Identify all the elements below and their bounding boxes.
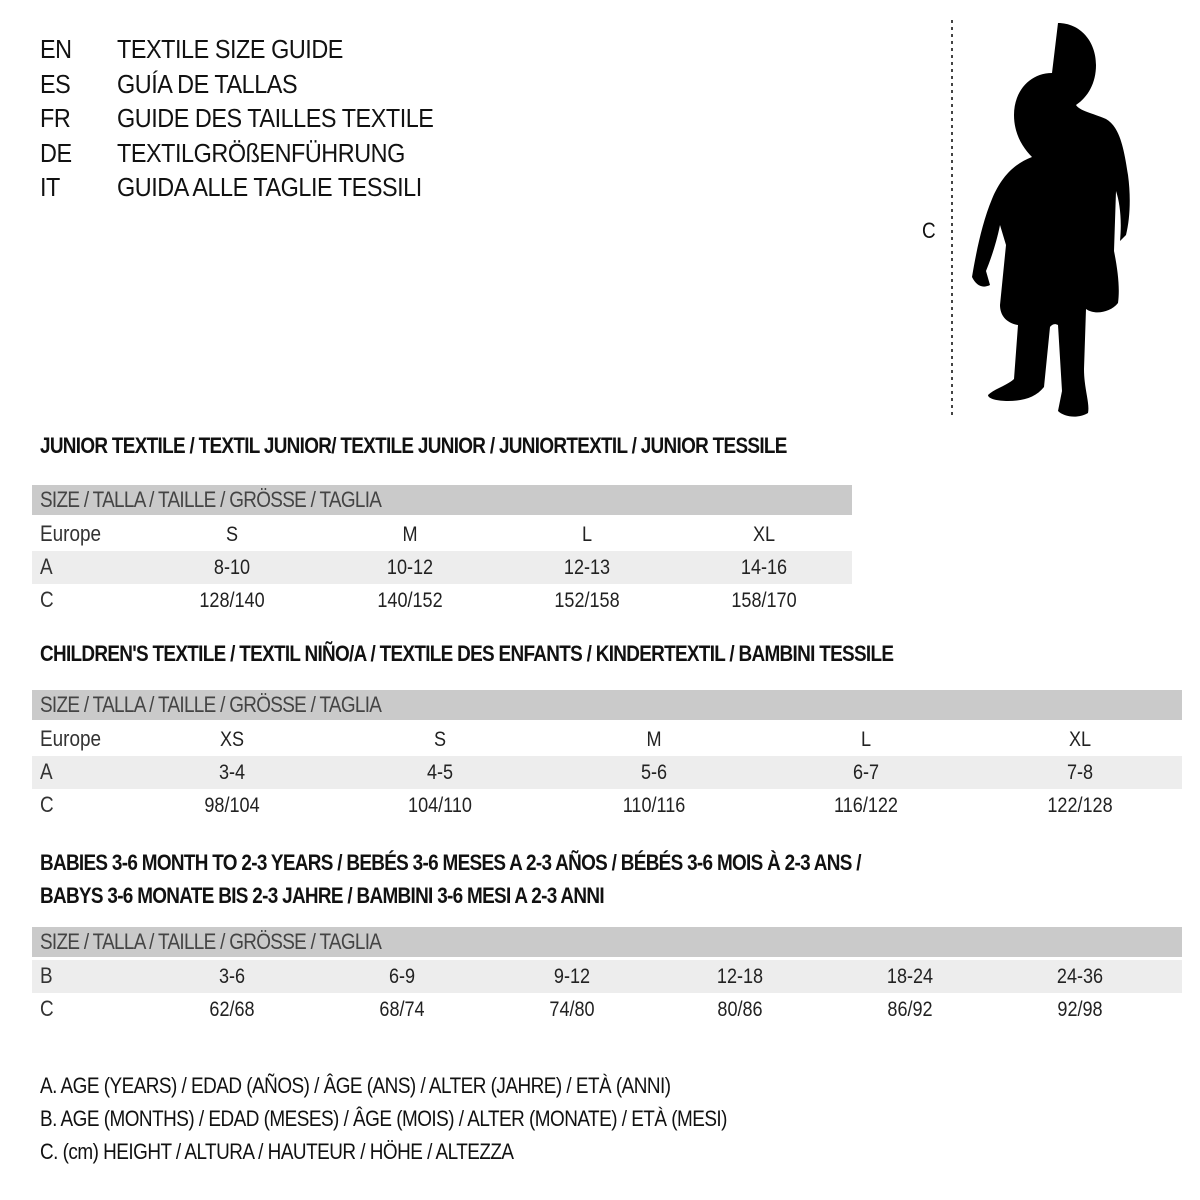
table-cell: 86/92 [887,998,933,1021]
table-cell: 140/152 [377,589,443,612]
legend-b: B. AGE (MONTHS) / EDAD (MESES) / ÂGE (MO… [40,1106,727,1131]
height-measure-label: C [922,218,936,243]
table-row: A 3-4 4-5 5-6 6-7 7-8 [32,756,1182,789]
table-cell: M [402,523,418,546]
table-cell: XL [752,523,776,546]
guide-title: TEXTILGRÖßENFÜHRUNG [117,137,405,168]
table-cell: 158/170 [731,589,797,612]
size-header-row: SIZE / TALLA / TAILLE / GRÖSSE / TAGLIA [32,485,852,515]
table-cell: 116/122 [834,794,898,817]
table-cell: 18-24 [886,965,934,988]
table-cell: XS [219,728,245,751]
babies-title-line2: BABYS 3-6 MONATE BIS 2-3 JAHRE / BAMBINI… [40,883,605,908]
table-row: A 8-10 10-12 12-13 14-16 [32,551,852,584]
table-cell: 6-9 [388,965,416,988]
guide-title: GUÍA DE TALLAS [117,68,298,99]
table-row: Europe S M L XL [32,518,852,551]
legend-a: A. AGE (YEARS) / EDAD (AÑOS) / ÂGE (ANS)… [40,1073,671,1098]
row-label: Europe [40,521,102,546]
size-header: SIZE / TALLA / TAILLE / GRÖSSE / TAGLIA [40,487,382,512]
size-header-row: SIZE / TALLA / TAILLE / GRÖSSE / TAGLIA [32,927,1182,957]
children-size-table: SIZE / TALLA / TAILLE / GRÖSSE / TAGLIA E… [32,690,1182,822]
table-cell: 152/158 [554,589,620,612]
table-row: B 3-6 6-9 9-12 12-18 18-24 24-36 [32,960,1182,993]
lang-code: EN [40,34,72,64]
table-cell: 6-7 [852,761,880,784]
table-cell: 14-16 [740,556,788,579]
guide-title: GUIDA ALLE TAGLIE TESSILI [117,172,422,202]
table-cell: 68/74 [379,998,425,1021]
table-cell: 9-12 [553,965,591,988]
table-cell: S [225,523,239,546]
table-cell: XL [1068,728,1092,751]
table-cell: 3-6 [218,965,246,988]
lang-code: IT [40,172,60,202]
lang-code: DE [40,137,72,168]
table-cell: 4-5 [426,761,454,784]
row-label: A [40,759,53,784]
children-title: CHILDREN'S TEXTILE / TEXTIL NIÑO/A / TEX… [40,641,894,666]
row-label: C [40,587,54,612]
row-label: B [40,963,53,988]
row-label: C [40,996,54,1021]
size-header-row: SIZE / TALLA / TAILLE / GRÖSSE / TAGLIA [32,690,1182,720]
table-cell: 8-10 [213,556,251,579]
junior-size-table: SIZE / TALLA / TAILLE / GRÖSSE / TAGLIA E… [32,485,852,617]
size-header: SIZE / TALLA / TAILLE / GRÖSSE / TAGLIA [40,929,382,954]
junior-title: JUNIOR TEXTILE / TEXTIL JUNIOR/ TEXTILE … [40,433,787,458]
table-cell: 7-8 [1066,761,1094,784]
lang-code: ES [40,68,71,99]
table-row: C 128/140 140/152 152/158 158/170 [32,584,852,617]
table-cell: 128/140 [199,589,265,612]
table-cell: 5-6 [640,761,668,784]
table-row: Europe XS S M L XL [32,723,1182,756]
table-cell: S [433,728,447,751]
table-cell: 10-12 [386,556,434,579]
table-row: C 62/68 68/74 74/80 80/86 86/92 92/98 [32,993,1182,1026]
row-label: A [40,554,53,579]
table-cell: 122/128 [1047,794,1113,817]
babies-title-line1: BABIES 3-6 MONTH TO 2-3 YEARS / BEBÉS 3-… [40,850,862,875]
table-row: C 98/104 104/110 110/116 116/122 122/128 [32,789,1182,822]
table-cell: 24-36 [1056,965,1104,988]
table-cell: 110/116 [622,794,686,817]
table-cell: 62/68 [209,998,255,1021]
table-cell: 12-13 [563,556,611,579]
table-cell: L [581,523,593,546]
row-label: C [40,792,54,817]
lang-code: FR [40,103,71,133]
table-cell: M [646,728,662,751]
child-silhouette-icon [951,20,1130,417]
legend-c: C. (cm) HEIGHT / ALTURA / HAUTEUR / HÖHE… [40,1139,514,1164]
table-cell: 74/80 [549,998,595,1021]
table-cell: 80/86 [717,998,763,1021]
table-cell: 12-18 [716,965,764,988]
babies-size-table: SIZE / TALLA / TAILLE / GRÖSSE / TAGLIA B… [32,927,1182,1026]
table-cell: 3-4 [218,761,246,784]
guide-title: GUIDE DES TAILLES TEXTILE [117,103,434,133]
table-cell: L [860,728,872,751]
table-cell: 92/98 [1057,998,1103,1021]
table-cell: 104/110 [408,794,472,817]
table-cell: 98/104 [204,794,260,817]
row-label: Europe [40,726,102,751]
guide-title: TEXTILE SIZE GUIDE [117,34,343,64]
size-header: SIZE / TALLA / TAILLE / GRÖSSE / TAGLIA [40,692,382,717]
